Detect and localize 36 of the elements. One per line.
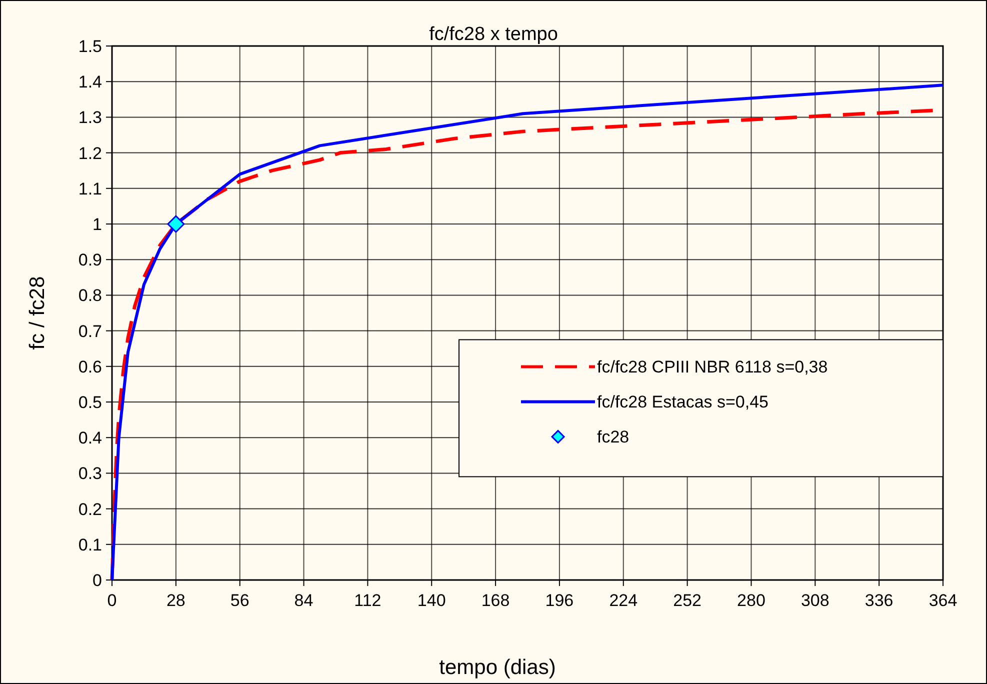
x-tick-label: 168 bbox=[481, 591, 510, 610]
y-tick-label: 0.7 bbox=[78, 322, 102, 341]
y-tick-label: 1 bbox=[92, 215, 102, 234]
y-tick-label: 0.3 bbox=[78, 464, 102, 484]
y-tick-label: 0.4 bbox=[78, 428, 102, 448]
legend-label: fc/fc28 CPIII NBR 6118 s=0,38 bbox=[597, 358, 828, 377]
y-tick-label: 0 bbox=[92, 571, 102, 590]
x-tick-label: 252 bbox=[673, 591, 702, 610]
y-tick-label: 0.6 bbox=[78, 357, 102, 376]
legend-label: fc/fc28 Estacas s=0,45 bbox=[597, 392, 769, 412]
y-axis-title: fc / fc28 bbox=[26, 276, 49, 350]
x-tick-label: 364 bbox=[928, 591, 958, 610]
y-tick-label: 0.9 bbox=[78, 250, 102, 270]
y-tick-label: 0.2 bbox=[78, 500, 102, 519]
y-tick-label: 1.4 bbox=[78, 72, 102, 92]
y-tick-label: 1.5 bbox=[78, 37, 102, 56]
y-tick-label: 0.5 bbox=[78, 393, 102, 412]
y-tick-label: 1.3 bbox=[78, 108, 102, 128]
chart-title: fc/fc28 x tempo bbox=[429, 24, 558, 45]
x-tick-label: 336 bbox=[864, 591, 894, 610]
x-tick-label: 224 bbox=[609, 591, 638, 610]
y-tick-label: 1.1 bbox=[78, 179, 102, 198]
legend-label: fc28 bbox=[597, 428, 630, 447]
x-tick-label: 0 bbox=[107, 591, 117, 610]
y-tick-label: 1.2 bbox=[78, 144, 102, 163]
x-tick-label: 28 bbox=[166, 591, 186, 610]
x-tick-label: 56 bbox=[230, 591, 250, 610]
x-tick-label: 140 bbox=[417, 591, 446, 610]
x-tick-label: 112 bbox=[354, 591, 382, 610]
y-tick-label: 0.8 bbox=[78, 286, 102, 306]
x-tick-label: 308 bbox=[800, 591, 830, 610]
x-tick-label: 280 bbox=[737, 591, 766, 610]
x-tick-label: 84 bbox=[294, 591, 314, 610]
y-tick-label: 0.1 bbox=[78, 535, 102, 554]
x-tick-label: 196 bbox=[545, 591, 574, 610]
x-axis-title: tempo (dias) bbox=[439, 656, 556, 679]
